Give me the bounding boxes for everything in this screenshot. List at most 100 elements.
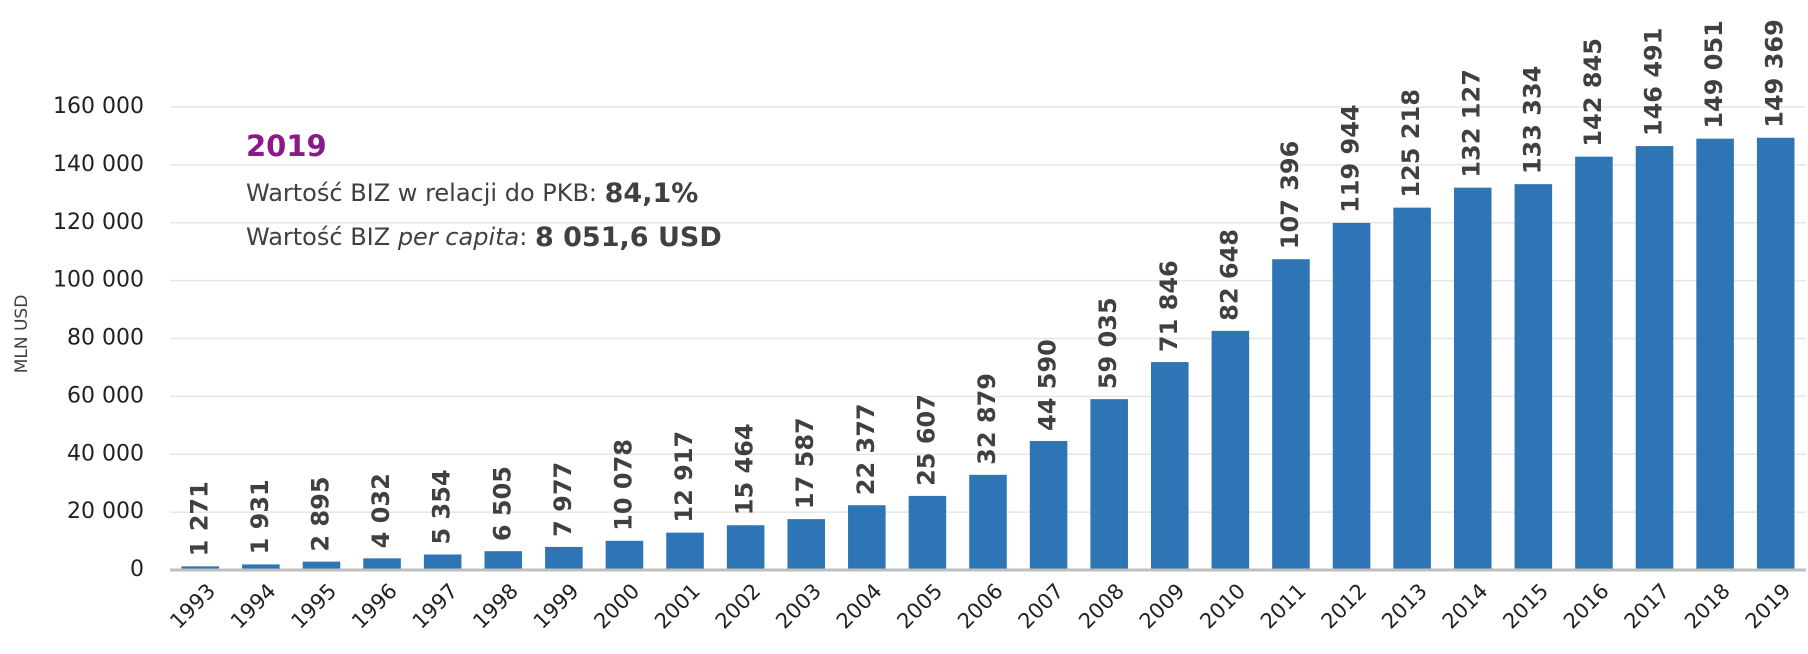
bar bbox=[302, 561, 341, 570]
value-label: 44 590 bbox=[1034, 339, 1062, 431]
x-tick-label: 2008 bbox=[1074, 579, 1129, 634]
annotation-text: per capita bbox=[397, 223, 519, 251]
bar bbox=[1029, 440, 1068, 570]
value-label: 107 396 bbox=[1276, 141, 1304, 250]
y-tick-label: 80 000 bbox=[67, 326, 144, 351]
bar bbox=[1575, 156, 1613, 571]
value-label: 149 369 bbox=[1761, 19, 1789, 128]
y-tick-label: 140 000 bbox=[53, 152, 144, 177]
bar bbox=[1332, 222, 1371, 570]
value-label: 12 917 bbox=[670, 431, 698, 523]
value-label: 1 931 bbox=[246, 479, 274, 554]
bar bbox=[1635, 146, 1674, 570]
x-tick-label: 1995 bbox=[286, 579, 341, 634]
x-tick-label: 2007 bbox=[1014, 579, 1069, 634]
value-label: 71 846 bbox=[1155, 260, 1183, 352]
x-tick-label: 2012 bbox=[1317, 579, 1372, 634]
x-tick-label: 1998 bbox=[468, 579, 523, 634]
bar bbox=[181, 566, 220, 570]
y-tick-label: 60 000 bbox=[67, 383, 144, 408]
value-label: 4 032 bbox=[367, 473, 395, 548]
annotation-line: Wartość BIZ w relacji do PKB: 84,1% bbox=[246, 178, 698, 209]
bar bbox=[1393, 207, 1431, 571]
x-tick-label: 2011 bbox=[1256, 579, 1311, 634]
bar bbox=[1272, 259, 1310, 570]
x-tick-label: 2016 bbox=[1559, 579, 1614, 634]
bar bbox=[1090, 399, 1128, 570]
annotation-text: Wartość BIZ w relacji do PKB: bbox=[246, 179, 605, 207]
value-label: 6 505 bbox=[488, 466, 516, 541]
value-label: 119 944 bbox=[1337, 104, 1365, 213]
annotation-text: Wartość BIZ bbox=[246, 223, 398, 251]
y-tick-label: 120 000 bbox=[53, 210, 144, 235]
x-tick-label: 2003 bbox=[771, 579, 826, 634]
annotation-text: : bbox=[519, 223, 535, 251]
value-label: 25 607 bbox=[912, 394, 940, 486]
x-tick-label: 2005 bbox=[892, 579, 947, 634]
bar bbox=[1696, 138, 1734, 571]
x-tick-label: 2018 bbox=[1680, 579, 1735, 634]
y-tick-label: 20 000 bbox=[67, 499, 144, 524]
bar bbox=[1211, 330, 1250, 570]
x-tick-label: 2009 bbox=[1135, 579, 1190, 634]
bar bbox=[545, 546, 583, 570]
annotation-heading: 2019 bbox=[246, 129, 327, 163]
value-label: 132 127 bbox=[1458, 69, 1486, 178]
x-tick-label: 2013 bbox=[1377, 579, 1432, 634]
value-label: 10 078 bbox=[609, 439, 637, 531]
bar bbox=[848, 505, 886, 570]
bar bbox=[363, 558, 401, 570]
value-label: 125 218 bbox=[1397, 89, 1425, 198]
value-label: 142 845 bbox=[1579, 38, 1607, 147]
annotation-value: 84,1% bbox=[605, 178, 699, 209]
x-tick-label: 1993 bbox=[165, 579, 220, 634]
value-label: 59 035 bbox=[1094, 297, 1122, 389]
value-label: 7 977 bbox=[549, 462, 577, 537]
bar bbox=[787, 519, 826, 570]
value-label: 17 587 bbox=[791, 417, 819, 509]
bar bbox=[1514, 184, 1553, 570]
y-tick-label: 160 000 bbox=[53, 94, 144, 119]
value-label: 2 895 bbox=[306, 476, 334, 551]
annotation-value: 8 051,6 USD bbox=[535, 222, 722, 253]
x-tick-label: 1994 bbox=[226, 579, 281, 634]
x-tick-label: 2000 bbox=[589, 579, 644, 634]
x-tick-label: 2004 bbox=[832, 579, 887, 634]
value-label: 5 354 bbox=[428, 469, 456, 544]
value-label: 133 334 bbox=[1518, 66, 1546, 175]
bar bbox=[605, 540, 644, 570]
bar bbox=[1453, 187, 1492, 570]
y-tick-label: 40 000 bbox=[67, 441, 144, 466]
bar bbox=[1756, 137, 1795, 570]
y-tick-label: 0 bbox=[130, 557, 144, 582]
x-tick-label: 2001 bbox=[650, 579, 705, 634]
value-label: 15 464 bbox=[731, 423, 759, 515]
x-tick-label: 1997 bbox=[408, 579, 463, 634]
bar bbox=[726, 525, 765, 570]
bar bbox=[969, 474, 1007, 570]
value-label: 149 051 bbox=[1700, 20, 1728, 129]
value-label: 146 491 bbox=[1640, 28, 1668, 137]
bar bbox=[423, 554, 462, 570]
x-tick-label: 1999 bbox=[529, 579, 584, 634]
x-tick-label: 2019 bbox=[1741, 579, 1796, 634]
x-tick-label: 2017 bbox=[1620, 579, 1675, 634]
value-label: 1 271 bbox=[185, 481, 213, 556]
x-tick-label: 2015 bbox=[1498, 579, 1553, 634]
x-tick-label: 2002 bbox=[711, 579, 766, 634]
bar bbox=[908, 495, 947, 570]
x-tick-label: 2010 bbox=[1195, 579, 1250, 634]
bar bbox=[666, 532, 704, 570]
y-tick-label: 100 000 bbox=[53, 268, 144, 293]
value-label: 82 648 bbox=[1215, 229, 1243, 321]
y-axis-label: MLN USD bbox=[12, 295, 32, 374]
value-label: 32 879 bbox=[973, 373, 1001, 465]
annotation-line: Wartość BIZ per capita: 8 051,6 USD bbox=[246, 222, 722, 253]
x-tick-label: 1996 bbox=[347, 579, 402, 634]
bar bbox=[484, 551, 523, 570]
bar bbox=[1150, 362, 1189, 570]
x-tick-label: 2006 bbox=[953, 579, 1008, 634]
value-label: 22 377 bbox=[852, 403, 880, 495]
bar bbox=[242, 564, 280, 570]
